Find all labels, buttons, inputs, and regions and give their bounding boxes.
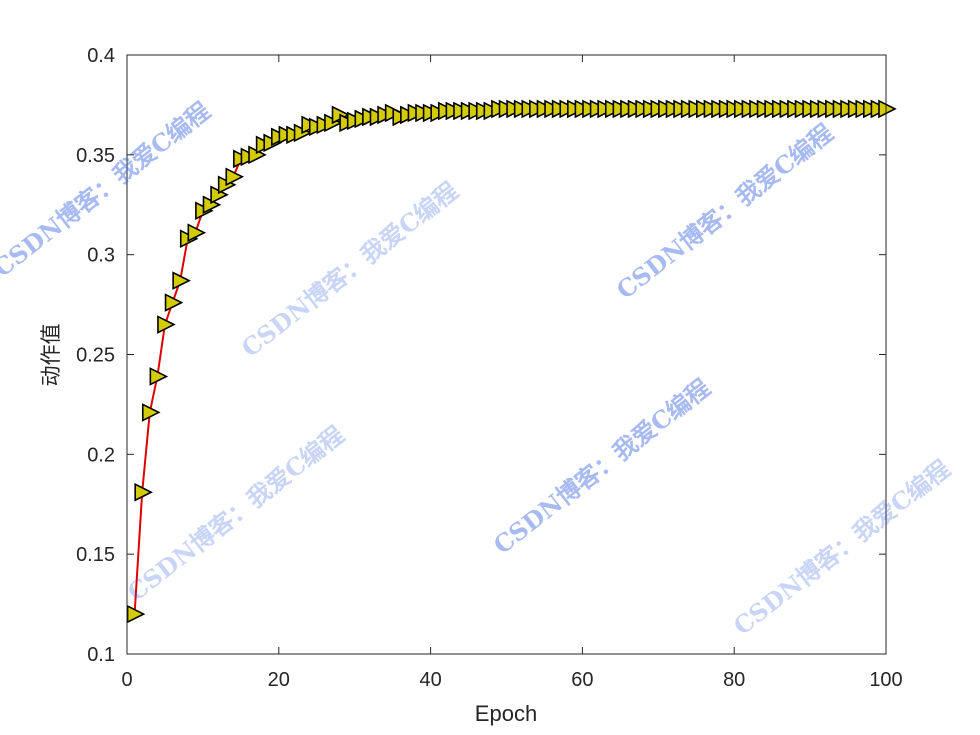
plot-background	[127, 55, 886, 654]
y-tick-label: 0.4	[87, 45, 115, 67]
data-point	[134, 482, 153, 502]
y-tick-label: 0.15	[76, 544, 115, 566]
x-tick-label: 20	[268, 669, 290, 691]
x-tick-label: 80	[723, 669, 745, 691]
data-point	[149, 367, 169, 386]
y-tick-label: 0.25	[76, 345, 115, 367]
data-point	[172, 271, 191, 290]
x-tick-label: 0	[121, 669, 132, 691]
axes-layer	[126, 54, 887, 655]
y-axis-label: 动作值	[39, 324, 63, 387]
x-tick-label: 100	[869, 669, 902, 691]
data-point	[141, 403, 161, 422]
tick-labels: 0 20 40 60 80 100 0.1 0.15 0.2 0.25 0.3 0.35 0.4	[76, 45, 903, 691]
x-axis-label: Epoch	[475, 701, 537, 726]
data-point	[126, 604, 146, 624]
data-point	[157, 315, 176, 334]
x-tick-label: 60	[571, 669, 593, 691]
y-tick-label: 0.2	[87, 444, 115, 466]
data-point	[164, 293, 184, 312]
series-layer	[126, 99, 897, 624]
y-tick-label: 0.35	[76, 145, 115, 167]
y-tick-label: 0.3	[87, 245, 115, 267]
data-point	[187, 223, 207, 242]
y-tick-label: 0.1	[87, 644, 115, 666]
data-point	[878, 99, 897, 119]
x-tick-label: 40	[419, 669, 441, 691]
data-point	[225, 167, 245, 187]
